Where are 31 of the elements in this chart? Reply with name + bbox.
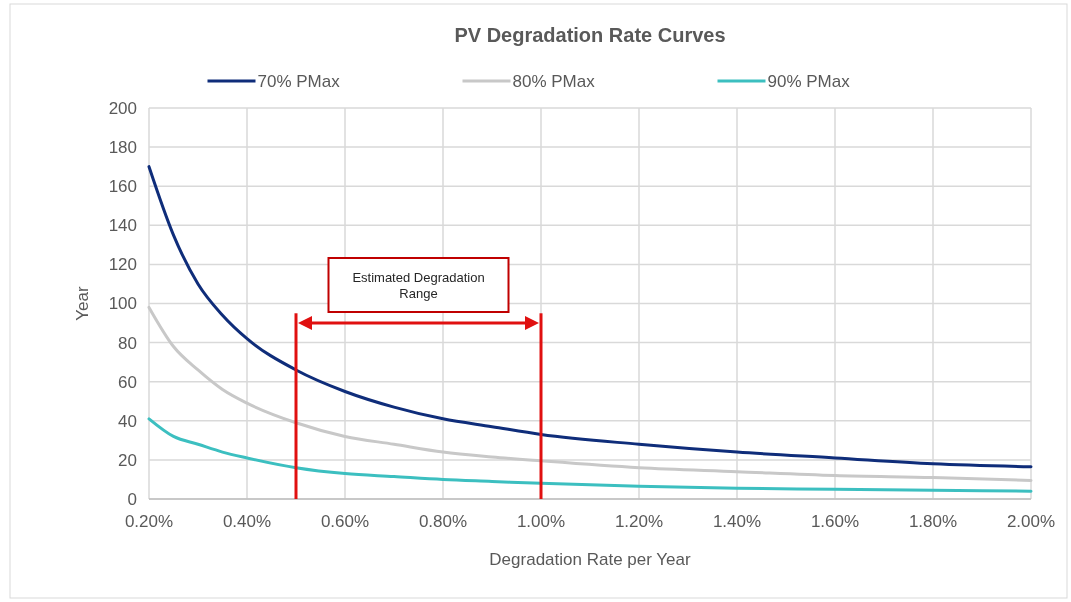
y-tick-label: 40: [118, 411, 137, 431]
legend-label: 90% PMax: [767, 71, 851, 91]
x-tick-label: 0.80%: [418, 512, 468, 531]
line-series: [147, 417, 1033, 493]
y-tick-label: 120: [108, 255, 137, 275]
y-axis-title: Year: [73, 285, 92, 321]
line-series: [147, 305, 1033, 482]
x-axis-title: Degradation Rate per Year: [489, 550, 691, 569]
y-tick-label: 200: [108, 98, 137, 118]
x-tick-label: 1.00%: [516, 512, 566, 531]
y-tick-label: 0: [127, 489, 137, 509]
legend-label: 70% PMax: [257, 71, 341, 91]
x-tick-label: 1.20%: [614, 512, 664, 531]
y-tick-label: 80: [118, 333, 137, 353]
y-tick-label: 140: [108, 216, 137, 236]
x-tick-label: 0.40%: [222, 512, 272, 531]
y-tick-label: 60: [118, 372, 137, 392]
legend-label: 80% PMax: [512, 71, 596, 91]
y-tick-label: 20: [118, 450, 137, 470]
annotation: Estimated Degradation Range: [352, 269, 485, 301]
chart-title: PV Degradation Rate Curves: [454, 24, 726, 46]
x-tick-label: 2.00%: [1006, 512, 1056, 531]
line-series: [147, 165, 1033, 469]
x-tick-label: 1.40%: [712, 512, 762, 531]
x-tick-label: 1.80%: [908, 512, 958, 531]
x-tick-label: 1.60%: [810, 512, 860, 531]
y-tick-label: 180: [108, 138, 137, 158]
x-tick-label: 0.60%: [320, 512, 370, 531]
y-tick-label: 100: [108, 294, 137, 314]
x-tick-label: 0.20%: [124, 512, 174, 531]
y-tick-label: 160: [108, 177, 137, 197]
